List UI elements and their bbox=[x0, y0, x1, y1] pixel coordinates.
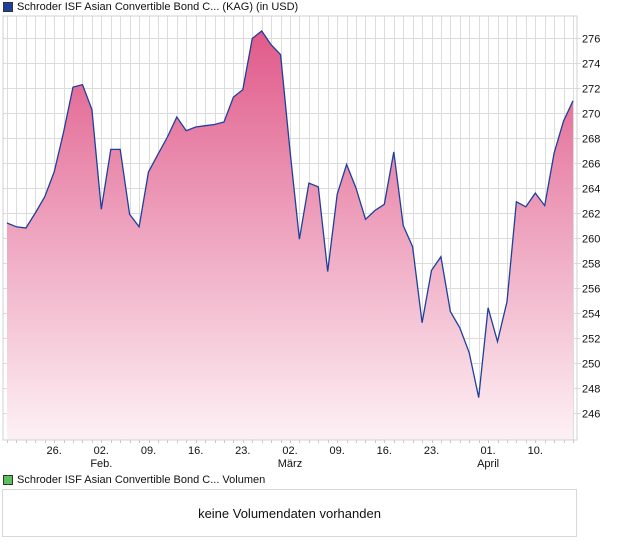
no-volume-message: keine Volumendaten vorhanden bbox=[198, 505, 381, 521]
y-tick-label: 268 bbox=[582, 134, 600, 146]
y-tick-label: 256 bbox=[582, 284, 600, 296]
y-tick-label: 262 bbox=[582, 209, 600, 221]
x-tick-label: 23. bbox=[424, 445, 439, 457]
price-chart: 246 248 250 252 254 256 258 260 262 264 266 268 270 2… bbox=[2, 15, 600, 470]
price-legend-label: Schroder ISF Asian Convertible Bond C...… bbox=[17, 1, 299, 13]
y-tick-label: 250 bbox=[582, 359, 600, 371]
x-tick-label: 02. bbox=[94, 445, 109, 457]
x-month-label: März bbox=[278, 458, 302, 470]
price-area bbox=[7, 31, 573, 440]
price-legend-swatch bbox=[3, 2, 13, 12]
x-tick-label: 23. bbox=[235, 445, 250, 457]
plot-frame bbox=[2, 15, 578, 441]
y-tick-label: 246 bbox=[582, 409, 600, 421]
x-tick-label: 01. bbox=[480, 445, 495, 457]
y-tick-label: 258 bbox=[582, 259, 600, 271]
x-tick-label: 09. bbox=[141, 445, 156, 457]
y-tick-label: 272 bbox=[582, 84, 600, 96]
volume-panel: keine Volumendaten vorhanden bbox=[2, 489, 577, 537]
x-month-label: April bbox=[477, 458, 499, 470]
y-tick-label: 254 bbox=[582, 309, 600, 321]
price-legend: Schroder ISF Asian Convertible Bond C...… bbox=[3, 1, 298, 13]
y-tick-label: 274 bbox=[582, 59, 600, 71]
y-tick-label: 270 bbox=[582, 109, 600, 121]
volume-legend-swatch bbox=[3, 475, 13, 485]
y-tick-label: 248 bbox=[582, 384, 600, 396]
x-tick-label: 10. bbox=[528, 445, 543, 457]
y-axis: 246 248 250 252 254 256 258 260 262 264 266 268 270 2… bbox=[582, 34, 600, 421]
price-line bbox=[6, 30, 574, 398]
x-tick-label: 02. bbox=[282, 445, 297, 457]
y-tick-label: 264 bbox=[582, 184, 600, 196]
x-tick-label: 26. bbox=[47, 445, 62, 457]
volume-legend-label: Schroder ISF Asian Convertible Bond C...… bbox=[17, 474, 266, 486]
y-tick-label: 266 bbox=[582, 159, 600, 171]
x-month-label: Feb. bbox=[90, 458, 112, 470]
x-tick-label: 16. bbox=[377, 445, 392, 457]
x-tick-label: 09. bbox=[330, 445, 345, 457]
y-tick-label: 276 bbox=[582, 34, 600, 46]
volume-legend: Schroder ISF Asian Convertible Bond C...… bbox=[3, 474, 265, 486]
y-tick-label: 252 bbox=[582, 334, 600, 346]
x-tick-label: 16. bbox=[188, 445, 203, 457]
y-tick-label: 260 bbox=[582, 234, 600, 246]
